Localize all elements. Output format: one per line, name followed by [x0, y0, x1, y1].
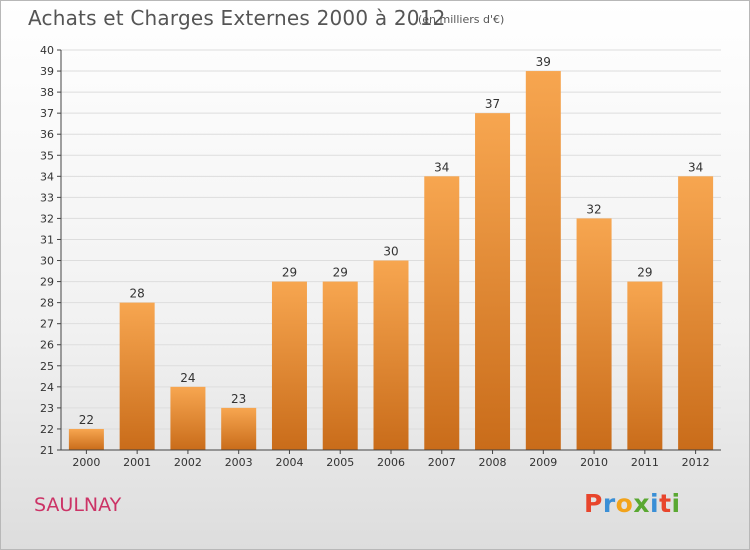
y-tick-label: 24 — [40, 381, 54, 394]
logo-letter: t — [659, 489, 672, 518]
axes — [57, 49, 721, 454]
town-name: SAULNAY — [34, 494, 122, 516]
chart-title: Achats et Charges Externes 2000 à 2012 — [28, 6, 446, 30]
logo-letter: o — [615, 489, 634, 518]
x-tick-label: 2011 — [631, 456, 659, 469]
bar-value-label: 24 — [180, 371, 195, 385]
x-tick-label: 2004 — [275, 456, 303, 469]
bar-2005 — [322, 281, 358, 450]
y-tick-label: 22 — [40, 423, 54, 436]
x-tick-label: 2001 — [123, 456, 151, 469]
x-tick-label: 2007 — [428, 456, 456, 469]
bar-2006 — [373, 260, 409, 450]
y-tick-label: 26 — [40, 339, 54, 352]
y-tick-label: 32 — [40, 212, 54, 225]
bar-value-label: 37 — [485, 97, 500, 111]
x-tick-label: 2000 — [72, 456, 100, 469]
y-tick-label: 36 — [40, 128, 54, 141]
x-tick-label: 2012 — [682, 456, 710, 469]
x-tick-label: 2008 — [479, 456, 507, 469]
y-tick-label: 38 — [40, 86, 54, 99]
bars — [68, 71, 714, 450]
y-tick-label: 39 — [40, 65, 54, 78]
y-tick-label: 27 — [40, 318, 54, 331]
y-tick-label: 37 — [40, 107, 54, 120]
x-tick-label: 2005 — [326, 456, 354, 469]
x-tick-label: 2010 — [580, 456, 608, 469]
logo-letter: x — [633, 489, 650, 518]
bar-value-label: 29 — [333, 266, 348, 280]
bar-2004 — [271, 281, 307, 450]
y-tick-label: 21 — [40, 444, 54, 457]
x-tick-label: 2009 — [529, 456, 557, 469]
labels: 21 22 23 24 25 26 27 28 29 30 31 32 33 34 35 36 37 38 39 40… — [40, 44, 710, 469]
logo-letter: i — [671, 489, 681, 518]
y-tick-label: 29 — [40, 276, 54, 289]
bar-value-label: 23 — [231, 392, 246, 406]
bar-2007 — [424, 176, 460, 450]
bar-value-label: 30 — [383, 245, 398, 259]
bar-2001 — [119, 302, 155, 450]
logo-letter: r — [602, 489, 616, 518]
bar-value-label: 29 — [637, 266, 652, 280]
y-tick-label: 40 — [40, 44, 54, 57]
logo-letter: i — [650, 489, 660, 518]
bar-2003 — [221, 407, 257, 450]
bar-2010 — [576, 218, 612, 450]
bar-value-label: 32 — [586, 202, 601, 216]
x-tick-label: 2003 — [225, 456, 253, 469]
bar-value-label: 34 — [434, 160, 449, 174]
y-tick-label: 28 — [40, 297, 54, 310]
bar-2012 — [678, 176, 714, 450]
bar-2000 — [68, 428, 104, 450]
y-tick-label: 31 — [40, 233, 54, 246]
bar-value-label: 34 — [688, 160, 703, 174]
bar-2002 — [170, 386, 206, 450]
y-tick-label: 35 — [40, 149, 54, 162]
bar-value-label: 29 — [282, 266, 297, 280]
y-tick-label: 34 — [40, 170, 54, 183]
x-tick-label: 2006 — [377, 456, 405, 469]
y-tick-label: 33 — [40, 191, 54, 204]
y-tick-label: 25 — [40, 360, 54, 373]
chart-subtitle: (en milliers d'€) — [418, 13, 505, 26]
y-tick-label: 23 — [40, 402, 54, 415]
bar-value-label: 22 — [79, 413, 94, 427]
bar-2009 — [525, 71, 561, 450]
logo-letter: P — [584, 489, 603, 518]
proxiti-logo: Proxiti — [584, 489, 681, 518]
y-tick-label: 30 — [40, 255, 54, 268]
bar-2008 — [475, 113, 511, 450]
bar-value-label: 28 — [130, 287, 145, 301]
x-tick-label: 2002 — [174, 456, 202, 469]
bar-2011 — [627, 281, 663, 450]
bar-value-label: 39 — [536, 55, 551, 69]
